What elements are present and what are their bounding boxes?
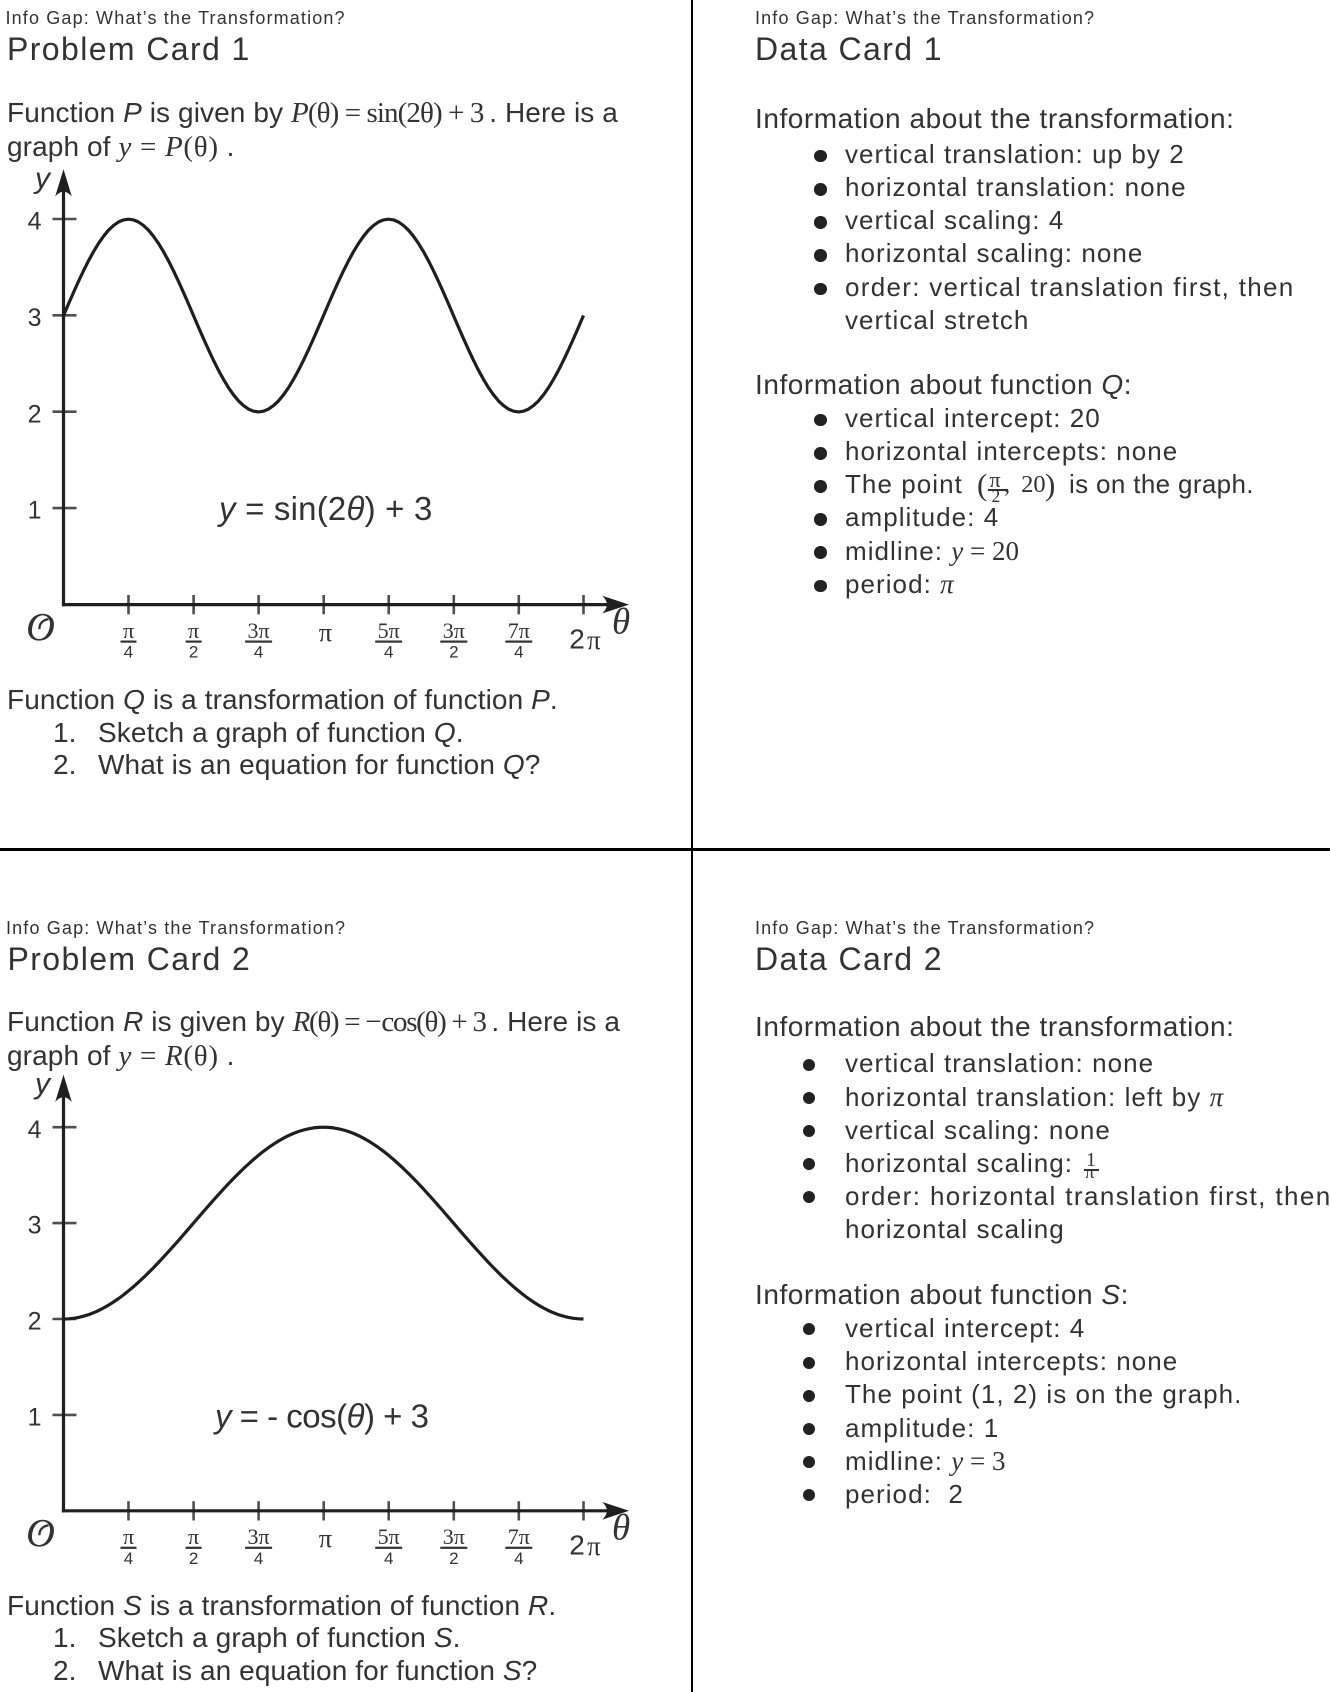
svg-text:4: 4 — [124, 643, 133, 662]
svg-text:2: 2 — [189, 643, 198, 662]
svg-text:π: π — [188, 618, 199, 643]
svg-text:3π: 3π — [443, 618, 465, 643]
svg-text:4: 4 — [254, 1549, 263, 1568]
svg-text:y: y — [33, 1068, 52, 1101]
svg-text:4: 4 — [514, 1549, 523, 1568]
svg-text:4: 4 — [28, 208, 42, 236]
svg-text:π: π — [123, 1524, 134, 1549]
svg-text:2: 2 — [28, 1308, 42, 1336]
svg-text:2: 2 — [28, 400, 42, 428]
svg-text:5π: 5π — [378, 1524, 400, 1549]
svg-text:θ: θ — [612, 602, 630, 643]
svg-text:π: π — [319, 1523, 332, 1553]
svg-text:4: 4 — [384, 643, 393, 662]
svg-text:2: 2 — [449, 1549, 458, 1568]
svg-text:y = sin(2θ) + 3: y = sin(2θ) + 3 — [217, 490, 433, 527]
svg-text:4: 4 — [254, 643, 263, 662]
svg-text:π: π — [188, 1524, 199, 1549]
svg-text:2: 2 — [569, 1530, 585, 1561]
svg-text:y = - cos(θ) + 3: y = - cos(θ) + 3 — [213, 1398, 428, 1435]
svg-text:7π: 7π — [508, 1524, 530, 1549]
svg-text:π: π — [587, 625, 601, 655]
svg-text:3π: 3π — [248, 1524, 270, 1549]
svg-text:π: π — [319, 617, 332, 647]
svg-text:3π: 3π — [443, 1524, 465, 1549]
svg-text:4: 4 — [28, 1116, 42, 1144]
svg-text:1: 1 — [28, 497, 42, 525]
svg-text:π: π — [587, 1531, 601, 1561]
svg-text:3: 3 — [28, 304, 42, 332]
svg-text:θ: θ — [612, 1508, 630, 1549]
svg-text:7π: 7π — [508, 618, 530, 643]
svg-text:3π: 3π — [248, 618, 270, 643]
svg-text:2: 2 — [449, 643, 458, 662]
svg-text:5π: 5π — [378, 618, 400, 643]
svg-text:1: 1 — [28, 1404, 42, 1432]
svg-text:y: y — [33, 162, 52, 195]
svg-text:π: π — [123, 618, 134, 643]
svg-text:2: 2 — [569, 624, 585, 655]
svg-text:2: 2 — [189, 1549, 198, 1568]
svg-text:4: 4 — [514, 643, 523, 662]
svg-text:3: 3 — [28, 1212, 42, 1240]
svg-text:4: 4 — [384, 1549, 393, 1568]
svg-text:4: 4 — [124, 1549, 133, 1568]
